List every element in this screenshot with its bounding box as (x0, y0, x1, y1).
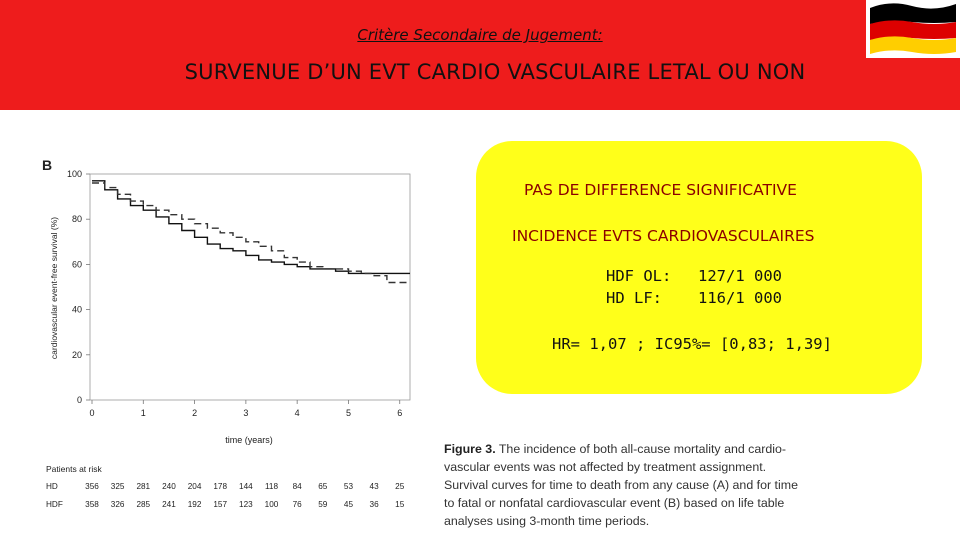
summary-incidence-title: INCIDENCE EVTS CARDIOVASCULAIRES (512, 227, 815, 245)
x-tick-label: 0 (89, 408, 94, 418)
y-tick-label: 100 (67, 169, 82, 179)
risk-cell: 53 (344, 482, 354, 491)
y-tick-label: 40 (72, 305, 82, 315)
risk-cell: 118 (265, 482, 278, 491)
panel-label: B (42, 157, 52, 173)
risk-cell: 76 (293, 500, 303, 509)
x-tick-label: 1 (141, 408, 146, 418)
caption-label: Figure 3. (444, 442, 496, 456)
risk-cell: 358 (85, 500, 99, 509)
x-tick-label: 5 (346, 408, 351, 418)
risk-cell: 100 (265, 500, 279, 509)
risk-cell: 240 (162, 482, 176, 491)
x-tick-label: 4 (295, 408, 300, 418)
plot-frame (89, 173, 411, 401)
y-tick-label: 20 (72, 350, 82, 360)
series-line-dashed (92, 182, 410, 284)
summary-row-label-hdf: HDF OL: (606, 267, 672, 285)
x-tick-label: 3 (243, 408, 248, 418)
risk-cell: 65 (318, 482, 328, 491)
caption-text: The incidence of both all-cause mortalit… (444, 442, 798, 528)
risk-cell: 25 (395, 482, 405, 491)
series-line-solid (92, 180, 410, 275)
risk-table-title: Patients at risk (46, 464, 102, 474)
y-tick-label: 0 (77, 395, 82, 405)
y-axis: 0 20 40 60 80 100 (67, 169, 90, 405)
x-tick-label: 6 (397, 408, 402, 418)
risk-cell: 43 (370, 482, 380, 491)
x-axis: 0 1 2 3 4 5 6 (89, 400, 402, 418)
slide-title: SURVENUE D’UN EVT CARDIO VASCULAIRE LETA… (184, 60, 806, 84)
y-tick-label: 60 (72, 259, 82, 269)
series-layer (92, 180, 410, 284)
risk-cell: 15 (395, 500, 405, 509)
risk-cell: 84 (293, 482, 303, 491)
risk-row-name: HD (46, 482, 58, 491)
risk-cell: 157 (213, 500, 227, 509)
risk-table: HD 356 325 281 240 204 178 144 118 84 65 53 43 25 HDF 3… (46, 482, 405, 509)
risk-cell: 325 (111, 482, 125, 491)
risk-cell: 144 (239, 482, 253, 491)
summary-row-value-hd: 116/1 000 (698, 289, 782, 307)
x-axis-label: time (years) (225, 435, 273, 445)
y-tick-label: 80 (72, 214, 82, 224)
summary-box: PAS DE DIFFERENCE SIGNIFICATIVE INCIDENC… (476, 141, 922, 394)
risk-cell: 123 (239, 500, 253, 509)
risk-cell: 45 (344, 500, 354, 509)
summary-no-difference: PAS DE DIFFERENCE SIGNIFICATIVE (524, 181, 797, 199)
risk-cell: 241 (162, 500, 176, 509)
risk-cell: 192 (188, 500, 202, 509)
risk-cell: 36 (370, 500, 380, 509)
risk-cell: 204 (188, 482, 202, 491)
risk-cell: 178 (213, 482, 227, 491)
risk-cell: 356 (85, 482, 99, 491)
german-flag-icon (866, 0, 960, 58)
risk-row-name: HDF (46, 500, 63, 509)
summary-row-label-hd: HD LF: (606, 289, 662, 307)
figure-caption: Figure 3. The incidence of both all-caus… (444, 440, 804, 530)
summary-row-value-hdf: 127/1 000 (698, 267, 782, 285)
x-tick-label: 2 (192, 408, 197, 418)
y-axis-label: cardiovascular event-free survival (%) (49, 217, 59, 359)
risk-cell: 281 (136, 482, 150, 491)
risk-cell: 326 (111, 500, 125, 509)
header-banner (0, 0, 960, 110)
risk-cell: 59 (318, 500, 328, 509)
summary-hazard-ratio: HR= 1,07 ; IC95%= [0,83; 1,39] (552, 335, 832, 353)
slide-subtitle: Critère Secondaire de Jugement: (357, 26, 603, 44)
risk-cell: 285 (136, 500, 150, 509)
